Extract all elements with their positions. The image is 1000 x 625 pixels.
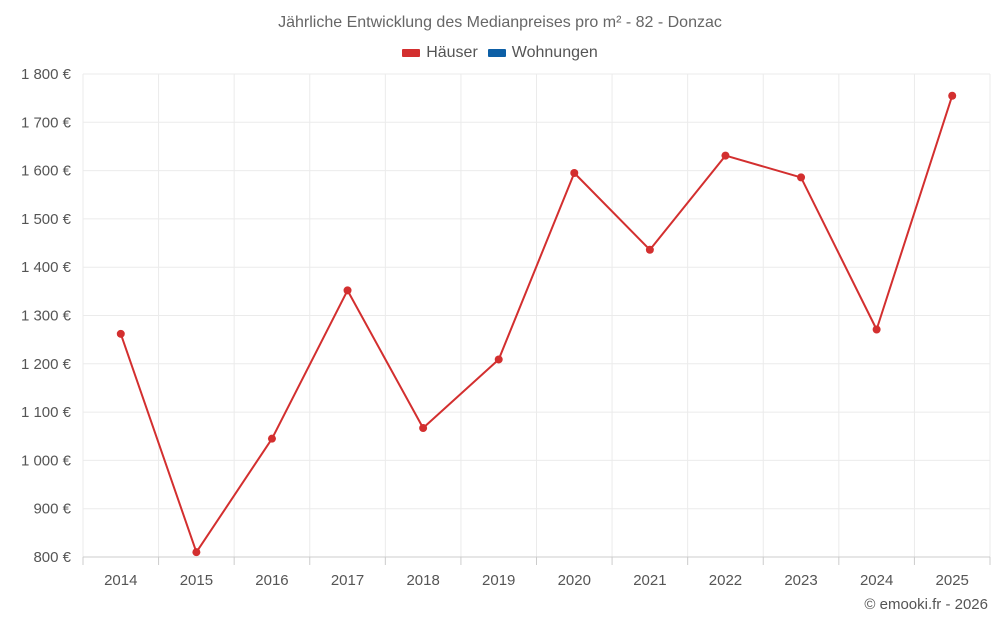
data-point	[645, 245, 654, 254]
y-tick-label: 1 300 €	[21, 308, 72, 325]
series-line-0	[119, 95, 954, 554]
data-point	[116, 329, 125, 338]
legend-item-haeuser[interactable]: Häuser	[402, 44, 478, 62]
y-tick-label: 1 000 €	[21, 452, 72, 469]
data-point	[721, 151, 730, 160]
x-tick-label: 2023	[784, 572, 817, 589]
y-tick-label: 1 800 €	[21, 66, 72, 83]
legend-swatch-haeuser	[402, 49, 421, 57]
x-tick-label: 2017	[331, 572, 364, 589]
data-point	[797, 173, 806, 182]
x-tick-label: 2014	[104, 572, 137, 589]
x-tick-label: 2021	[633, 572, 666, 589]
x-tick-label: 2016	[255, 572, 288, 589]
y-tick-label: 1 600 €	[21, 163, 72, 180]
y-tick-label: 900 €	[33, 501, 71, 518]
legend-swatch-wohnungen	[487, 49, 506, 57]
data-point	[419, 424, 428, 433]
data-point	[343, 286, 352, 295]
chart-legend: Häuser Wohnungen	[0, 44, 1000, 62]
data-point	[570, 169, 579, 178]
x-tick-label: 2022	[709, 572, 742, 589]
legend-label-wohnungen: Wohnungen	[511, 44, 598, 61]
data-point	[494, 355, 503, 364]
data-point	[192, 548, 201, 557]
x-tick-label: 2015	[180, 572, 213, 589]
x-tick-label: 2020	[558, 572, 591, 589]
y-tick-label: 1 100 €	[21, 404, 72, 421]
y-tick-label: 1 400 €	[21, 259, 72, 276]
y-tick-label: 800 €	[33, 549, 71, 566]
x-tick-label: 2025	[936, 572, 969, 589]
chart-title: Jährliche Entwicklung des Medianpreises …	[278, 14, 722, 31]
y-tick-label: 1 700 €	[21, 114, 72, 131]
x-tick-label: 2024	[860, 572, 893, 589]
legend-item-wohnungen[interactable]: Wohnungen	[487, 44, 598, 62]
data-point	[872, 325, 881, 334]
chart-credit: © emooki.fr - 2026	[864, 596, 988, 613]
x-tick-label: 2018	[406, 572, 439, 589]
y-tick-label: 1 500 €	[21, 211, 72, 228]
data-point	[948, 91, 957, 100]
legend-label-haeuser: Häuser	[426, 44, 478, 61]
data-point	[267, 434, 276, 443]
y-tick-label: 1 200 €	[21, 356, 72, 373]
x-tick-label: 2019	[482, 572, 515, 589]
